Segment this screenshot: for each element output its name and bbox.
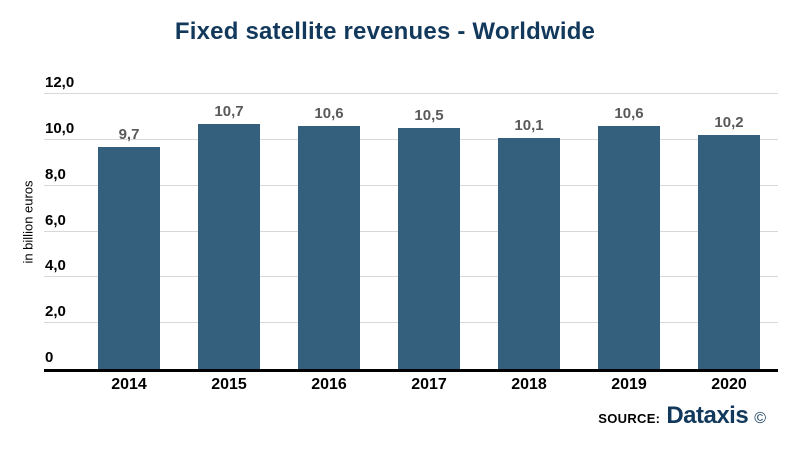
y-tick-label: 8,0	[45, 165, 66, 183]
y-tick-label: 2,0	[45, 303, 66, 321]
bar	[298, 126, 360, 369]
bar	[198, 123, 260, 369]
bar	[498, 137, 560, 369]
bar-value-label: 10,1	[514, 116, 544, 134]
source-attribution: SOURCE: Dataxis ©	[598, 402, 766, 430]
x-tick-label: 2014	[111, 376, 147, 393]
x-tick-label: 2015	[211, 376, 247, 393]
source-label: SOURCE:	[598, 411, 661, 426]
bar-value-label: 10,7	[214, 102, 244, 120]
x-tick-label: 2018	[511, 376, 547, 393]
bar	[598, 126, 660, 369]
y-tick-label: 4,0	[45, 257, 66, 275]
y-tick-label: 10,0	[45, 119, 75, 137]
bar	[98, 146, 160, 369]
bar-value-label: 10,6	[314, 105, 344, 123]
x-tick-label: 2019	[611, 376, 647, 393]
bar-value-label: 10,2	[714, 114, 744, 132]
y-tick-label: 0	[45, 349, 54, 366]
y-tick-label: 12,0	[45, 74, 75, 91]
gridline	[44, 93, 778, 94]
copyright-icon: ©	[754, 410, 766, 427]
bar-value-label: 10,5	[414, 107, 444, 125]
bar-value-label: 9,7	[118, 125, 140, 143]
bar-value-label: 10,6	[614, 105, 644, 123]
x-tick-label: 2016	[311, 376, 347, 393]
y-axis-title: in billion euros	[20, 180, 36, 264]
bar	[698, 135, 760, 369]
y-tick-label: 6,0	[45, 211, 66, 229]
chart-title: Fixed satellite revenues - Worldwide	[174, 18, 596, 45]
x-tick-label: 2020	[711, 376, 747, 393]
x-tick-label: 2017	[411, 376, 447, 393]
bar	[398, 128, 460, 369]
dataxis-logo: Dataxis	[666, 402, 749, 429]
x-axis-line	[44, 369, 778, 372]
